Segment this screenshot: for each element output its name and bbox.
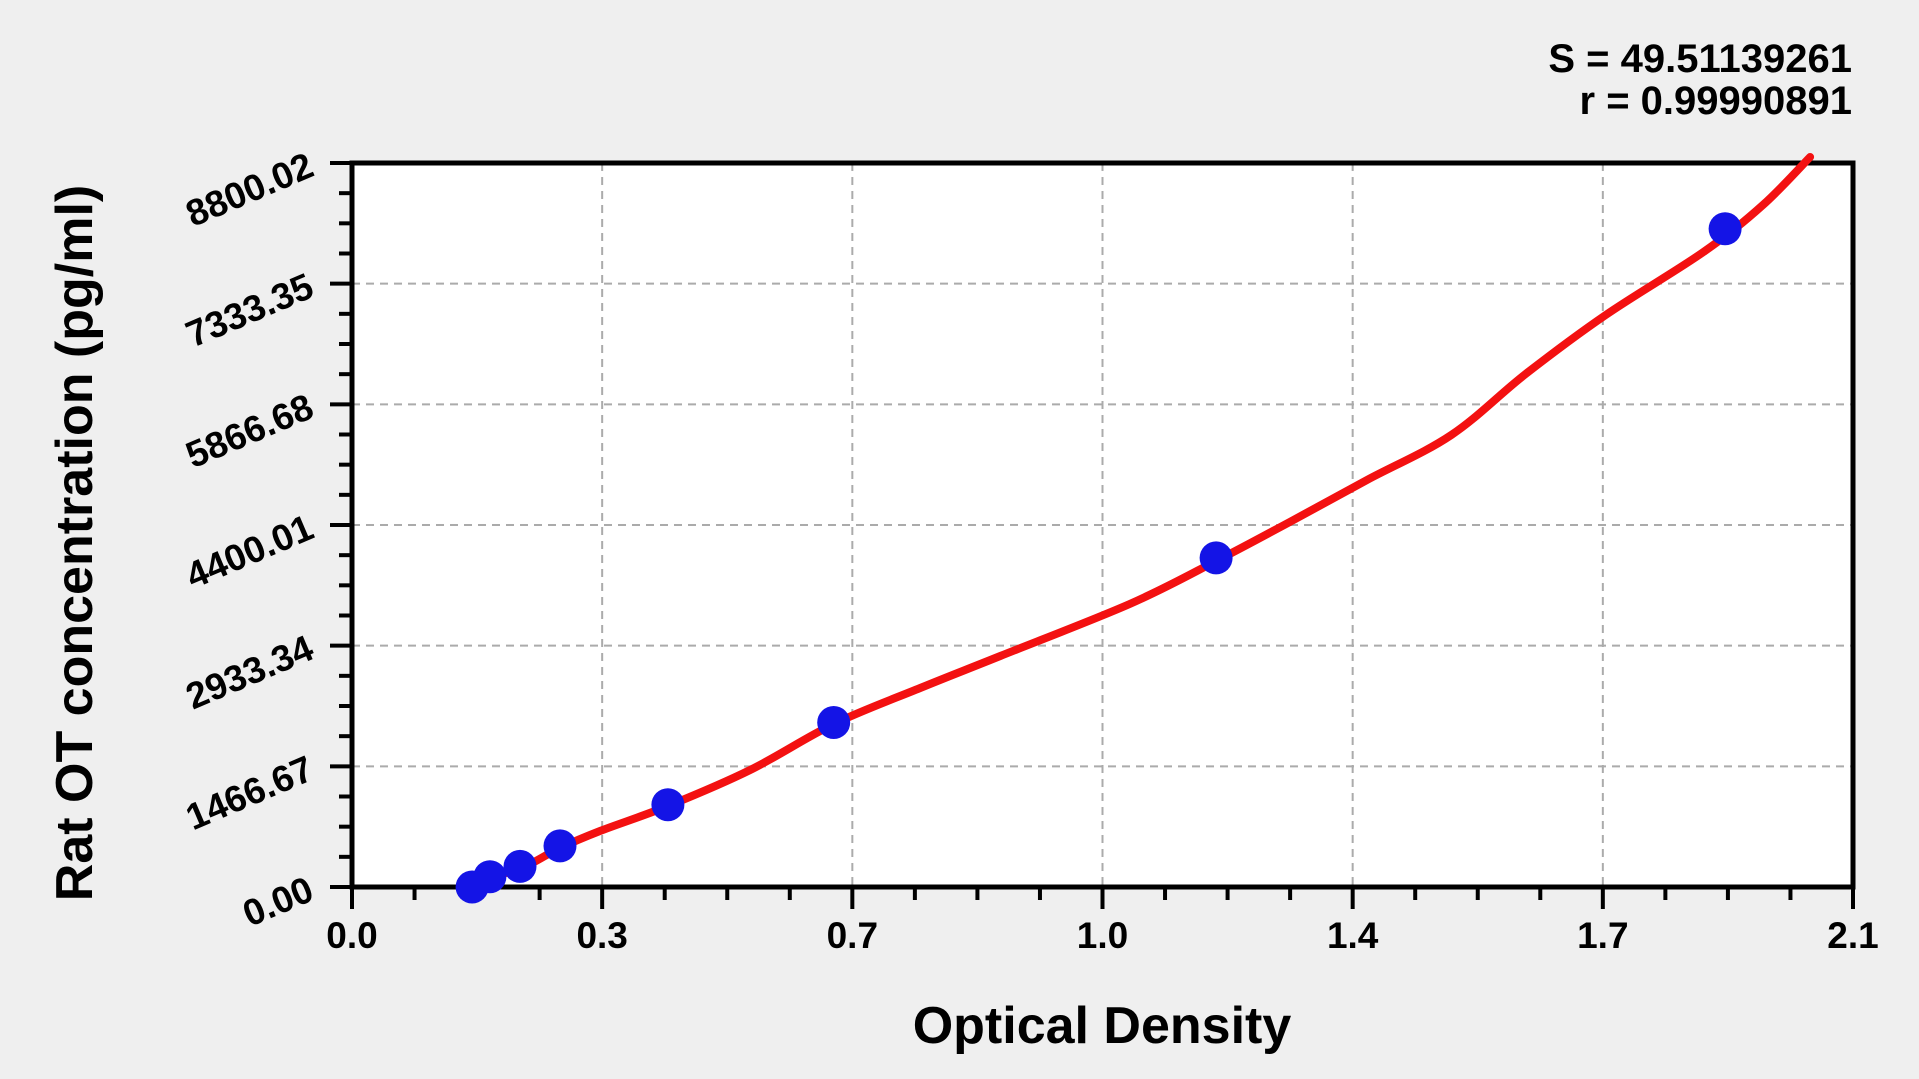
fitted-curve-group: [460, 153, 1815, 895]
data-point: [473, 860, 507, 894]
x-tick-label: 0.7: [827, 915, 878, 956]
data-point: [543, 829, 577, 863]
stat-r-value: r = 0.99990891: [1580, 79, 1852, 123]
data-point: [817, 706, 851, 739]
axis-ticks: [330, 161, 1855, 909]
x-tick-label: 2.1: [1827, 915, 1878, 956]
gridlines: [352, 163, 1853, 887]
data-point: [1199, 541, 1233, 575]
data-point: [503, 849, 537, 883]
x-axis-title: Optical Density: [913, 997, 1292, 1055]
x-tick-label: 0.3: [576, 915, 627, 956]
stat-s-value: S = 49.51139261: [1548, 37, 1852, 81]
x-tick-label: 0.0: [326, 915, 377, 956]
data-points-group: [455, 212, 1742, 904]
fitted-curve: [460, 153, 1815, 895]
x-tick-label: 1.4: [1327, 915, 1379, 956]
y-axis-title: Rat OT concentration (pg/ml): [46, 185, 104, 901]
x-tick-label: 1.7: [1577, 915, 1628, 956]
data-point: [1708, 212, 1742, 246]
x-tick-label: 1.0: [1077, 915, 1128, 956]
data-point: [651, 788, 685, 822]
